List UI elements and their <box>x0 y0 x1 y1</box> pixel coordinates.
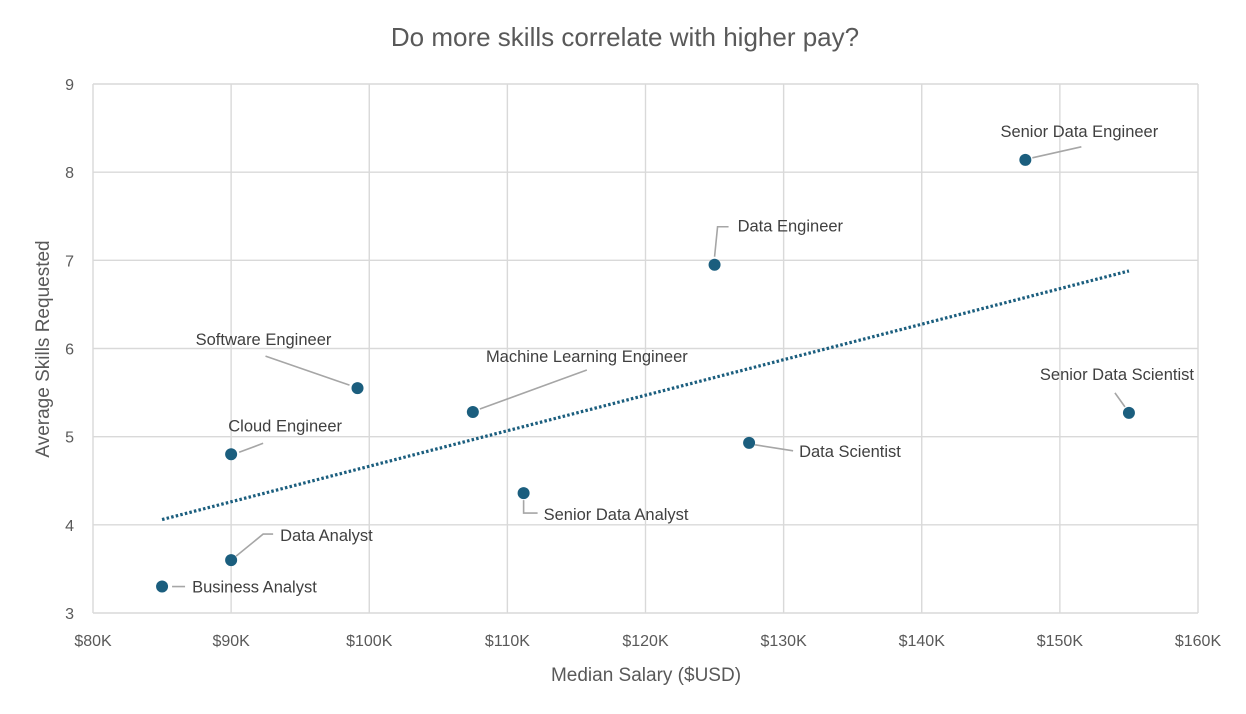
leader-line <box>265 355 350 386</box>
data-label: Software Engineer <box>196 331 332 349</box>
data-point <box>1122 406 1135 419</box>
leader-line <box>1114 392 1126 408</box>
data-label: Machine Learning Engineer <box>486 348 688 366</box>
y-tick-label: 5 <box>65 430 74 447</box>
data-label: Cloud Engineer <box>228 417 342 435</box>
data-label: Data Analyst <box>280 527 373 545</box>
data-label: Senior Data Engineer <box>1000 123 1158 141</box>
x-tick-label: $140K <box>899 633 946 650</box>
leader-line <box>522 500 538 514</box>
leader-line <box>754 444 794 452</box>
x-tick-label: $160K <box>1175 633 1222 650</box>
y-tick-label: 7 <box>65 253 74 270</box>
y-tick-label: 4 <box>65 518 74 535</box>
data-label: Senior Data Analyst <box>544 506 689 524</box>
data-point <box>1019 153 1032 166</box>
trendline-group <box>161 269 1130 522</box>
x-tick-label: $150K <box>1037 633 1084 650</box>
tick-labels: $80K $90K $100K $110K $120K $130K $140K $150K $1… <box>65 77 1221 650</box>
data-points <box>156 153 1135 593</box>
leader-line <box>1032 146 1082 159</box>
data-point <box>466 405 479 418</box>
x-axis-title: Median Salary ($USD) <box>551 665 741 686</box>
data-label: Senior Data Scientist <box>1040 366 1194 384</box>
data-label: Business Analyst <box>192 579 317 597</box>
y-axis-title: Average Skills Requested <box>33 240 54 457</box>
data-point <box>708 258 721 271</box>
chart-title: Do more skills correlate with higher pay… <box>391 22 859 52</box>
data-point <box>743 436 756 449</box>
data-label: Data Scientist <box>799 443 901 461</box>
y-tick-label: 3 <box>65 606 74 623</box>
data-point <box>225 448 238 461</box>
leader-line <box>235 533 274 557</box>
leader-line <box>479 369 588 410</box>
leader-line <box>713 225 729 257</box>
data-point <box>517 487 530 500</box>
leader-line <box>238 442 264 454</box>
y-tick-label: 6 <box>65 342 74 359</box>
data-label: Data Engineer <box>738 218 844 236</box>
data-point <box>351 382 364 395</box>
x-tick-label: $100K <box>346 633 393 650</box>
y-tick-label: 9 <box>65 77 74 94</box>
data-point <box>225 554 238 567</box>
x-tick-label: $120K <box>622 633 669 650</box>
y-tick-label: 8 <box>65 165 74 182</box>
point-labels: Business Analyst Data Analyst Cloud Engine… <box>192 123 1194 597</box>
x-tick-label: $110K <box>485 633 530 650</box>
x-tick-label: $80K <box>74 633 112 650</box>
x-tick-label: $130K <box>760 633 807 650</box>
leader-lines <box>172 146 1126 588</box>
data-point <box>156 580 169 593</box>
trendline <box>161 269 1130 522</box>
gridlines <box>92 83 1199 614</box>
x-tick-label: $90K <box>212 633 250 650</box>
